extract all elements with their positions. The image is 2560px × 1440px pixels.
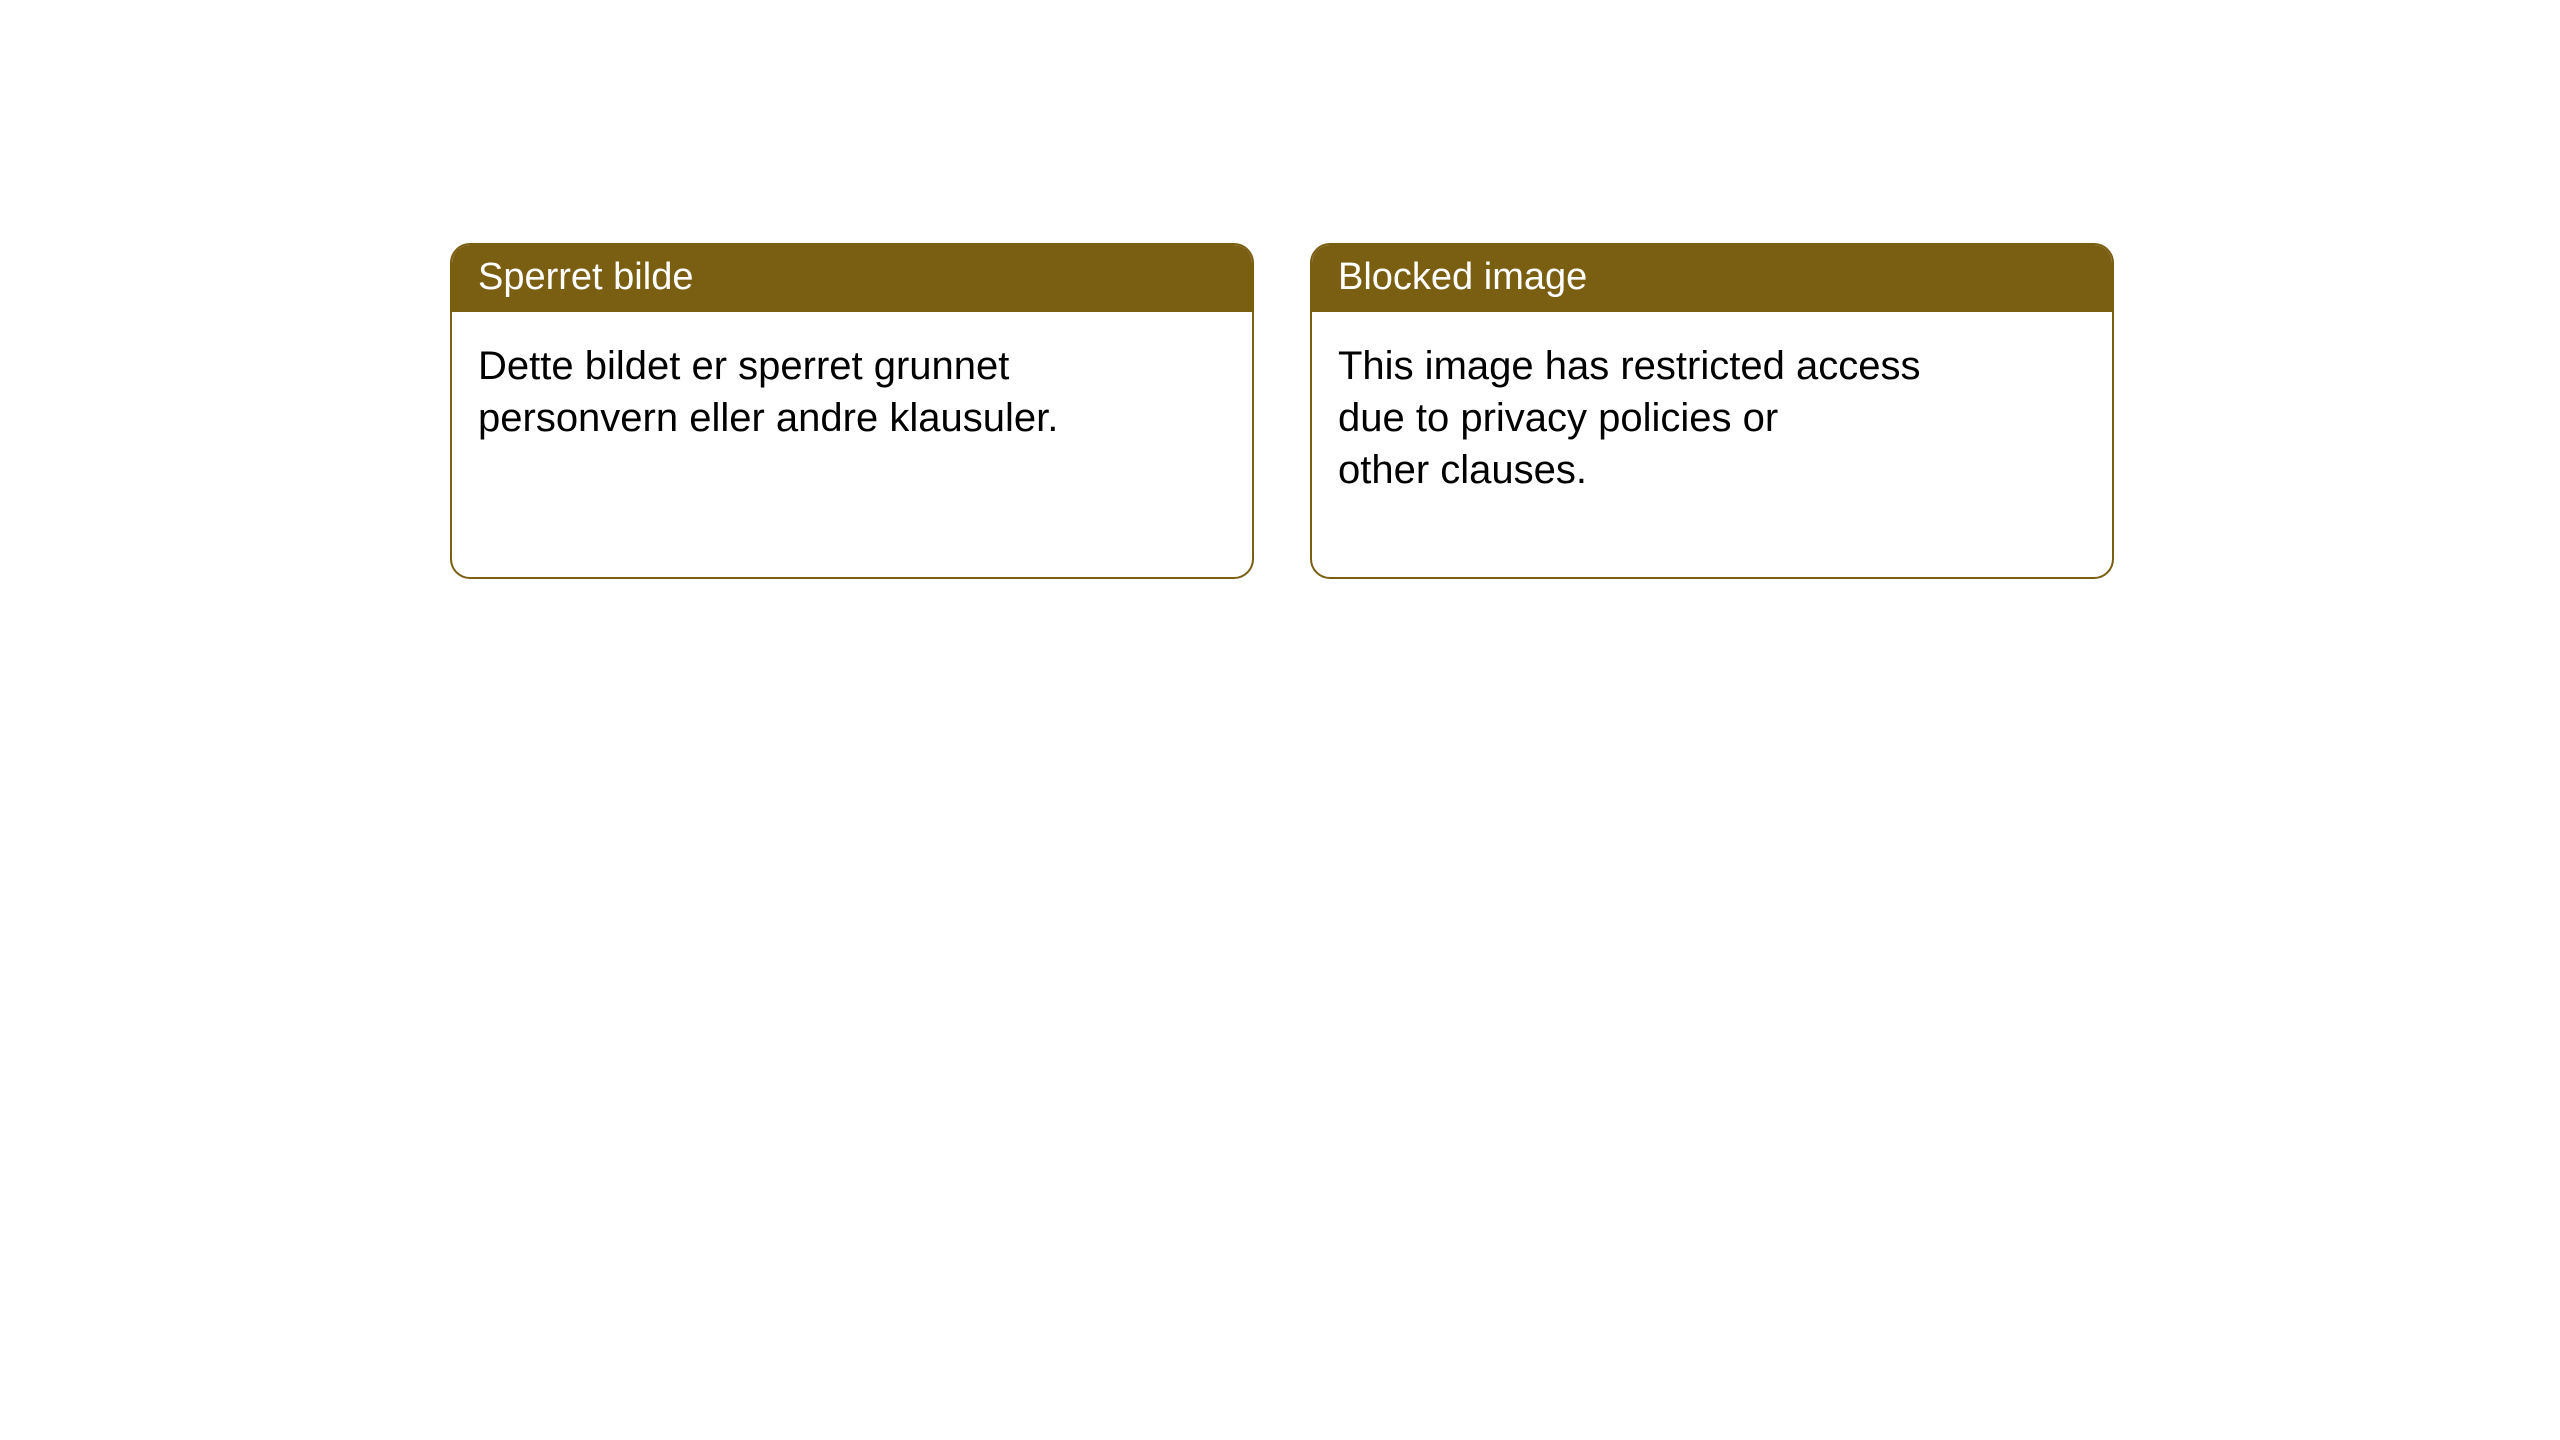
notice-card-english: Blocked image This image has restricted … [1310,243,2114,579]
notice-header-norwegian: Sperret bilde [452,245,1252,312]
notice-header-english: Blocked image [1312,245,2112,312]
notice-card-norwegian: Sperret bilde Dette bildet er sperret gr… [450,243,1254,579]
notice-container: Sperret bilde Dette bildet er sperret gr… [0,0,2560,579]
notice-body-english: This image has restricted access due to … [1312,312,2112,524]
notice-body-norwegian: Dette bildet er sperret grunnet personve… [452,312,1252,472]
